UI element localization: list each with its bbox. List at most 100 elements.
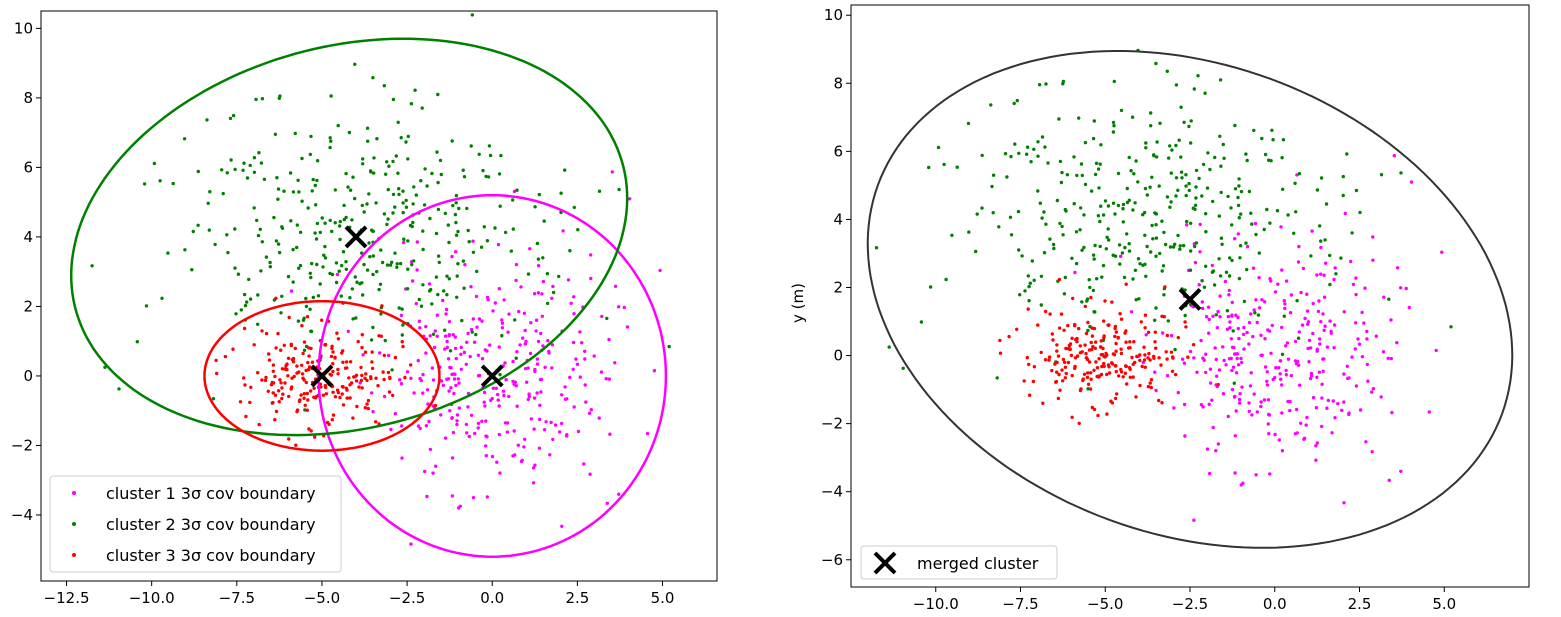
scatter-point-series-2 — [1141, 263, 1145, 267]
scatter-point-series-2 — [313, 183, 317, 188]
scatter-point-series-1 — [1285, 341, 1290, 345]
scatter-point-series-3 — [1130, 355, 1134, 360]
scatter-point-series-1 — [476, 353, 481, 357]
scatter-point-series-1 — [482, 400, 486, 404]
right-scatter-points — [874, 48, 1453, 522]
scatter-point-series-1 — [1365, 362, 1370, 367]
scatter-point-series-2 — [1281, 187, 1285, 191]
scatter-point-series-1 — [1284, 373, 1289, 377]
scatter-point-series-1 — [1242, 325, 1246, 330]
scatter-point-series-1 — [1274, 366, 1278, 370]
scatter-point-series-1 — [469, 413, 474, 417]
scatter-point-series-2 — [1132, 172, 1136, 176]
scatter-point-series-1 — [484, 419, 488, 423]
scatter-point-series-2 — [368, 255, 372, 259]
scatter-point-series-2 — [248, 163, 252, 168]
scatter-point-series-3 — [310, 360, 315, 364]
scatter-point-series-2 — [414, 193, 418, 197]
scatter-point-series-1 — [1214, 357, 1219, 362]
scatter-point-series-3 — [352, 375, 356, 379]
scatter-point-series-2 — [401, 201, 405, 205]
scatter-point-series-2 — [411, 220, 415, 225]
scatter-point-series-2 — [430, 171, 434, 176]
scatter-point-series-3 — [271, 400, 275, 405]
scatter-point-series-2 — [308, 271, 312, 275]
scatter-point-series-2 — [1003, 152, 1008, 156]
scatter-point-series-3 — [1087, 348, 1092, 352]
scatter-point-series-2 — [1058, 159, 1063, 164]
scatter-point-series-1 — [658, 268, 662, 273]
scatter-point-series-1 — [456, 377, 460, 381]
scatter-point-series-2 — [297, 190, 301, 194]
scatter-point-series-2 — [323, 221, 327, 225]
scatter-point-series-3 — [1083, 304, 1088, 309]
scatter-point-series-2 — [337, 269, 341, 273]
scatter-point-series-3 — [323, 342, 328, 347]
scatter-point-series-1 — [1221, 392, 1226, 396]
scatter-point-series-3 — [271, 369, 275, 373]
scatter-point-series-1 — [1332, 277, 1336, 282]
scatter-point-series-3 — [293, 346, 297, 351]
scatter-point-series-3 — [1134, 395, 1138, 399]
scatter-point-series-1 — [1234, 352, 1238, 356]
scatter-point-series-1 — [455, 422, 459, 427]
scatter-point-series-1 — [1409, 180, 1414, 184]
scatter-point-series-3 — [1139, 320, 1144, 324]
scatter-point-series-1 — [1192, 518, 1196, 522]
scatter-point-series-2 — [434, 275, 439, 279]
scatter-point-series-2 — [391, 159, 395, 164]
scatter-point-series-2 — [90, 264, 94, 268]
scatter-point-series-2 — [388, 263, 393, 267]
scatter-point-series-3 — [273, 374, 277, 379]
scatter-point-series-1 — [1254, 298, 1258, 302]
x-tick-label: 0.0 — [480, 589, 504, 607]
scatter-point-series-2 — [1136, 257, 1141, 261]
scatter-point-series-2 — [944, 277, 948, 282]
scatter-point-series-2 — [160, 296, 164, 300]
scatter-point-series-1 — [1297, 244, 1301, 249]
scatter-point-series-2 — [314, 203, 318, 207]
scatter-point-series-1 — [524, 339, 528, 344]
scatter-point-series-2 — [365, 126, 370, 130]
scatter-point-series-1 — [1227, 288, 1232, 293]
scatter-point-series-1 — [559, 421, 564, 426]
scatter-point-series-1 — [449, 366, 453, 370]
scatter-point-series-3 — [299, 393, 303, 397]
scatter-point-series-2 — [1101, 213, 1106, 217]
scatter-point-series-2 — [372, 156, 376, 160]
legend-x-marker — [873, 551, 897, 575]
scatter-point-series-1 — [452, 377, 457, 381]
scatter-point-series-3 — [1099, 345, 1103, 349]
scatter-point-series-1 — [550, 366, 554, 370]
scatter-point-series-1 — [1182, 361, 1187, 365]
scatter-point-series-2 — [242, 292, 247, 297]
scatter-point-series-1 — [410, 279, 415, 283]
scatter-point-series-1 — [541, 344, 545, 348]
scatter-point-series-2 — [533, 205, 537, 209]
scatter-point-series-2 — [1292, 231, 1296, 235]
scatter-point-series-2 — [1262, 227, 1266, 232]
scatter-point-series-2 — [500, 334, 504, 338]
scatter-point-series-1 — [600, 314, 604, 319]
scatter-point-series-1 — [1379, 395, 1383, 399]
scatter-point-series-1 — [1239, 483, 1243, 487]
scatter-point-series-1 — [1289, 293, 1294, 297]
scatter-point-series-1 — [457, 381, 461, 385]
scatter-point-series-2 — [1131, 208, 1135, 212]
scatter-point-series-1 — [446, 357, 451, 361]
scatter-point-series-2 — [318, 282, 322, 286]
scatter-point-series-2 — [1093, 310, 1097, 314]
scatter-point-series-1 — [378, 351, 382, 355]
scatter-point-series-2 — [1113, 254, 1118, 258]
scatter-point-series-1 — [1182, 402, 1187, 407]
scatter-point-series-2 — [225, 233, 229, 237]
scatter-point-series-2 — [1157, 184, 1161, 188]
scatter-point-series-1 — [454, 356, 458, 361]
scatter-point-series-1 — [571, 367, 575, 371]
scatter-point-series-2 — [228, 116, 233, 121]
scatter-point-series-3 — [1071, 296, 1075, 301]
scatter-point-series-2 — [1162, 230, 1166, 235]
scatter-point-series-3 — [360, 333, 364, 337]
scatter-point-series-1 — [589, 253, 593, 257]
scatter-point-series-3 — [1119, 367, 1123, 372]
